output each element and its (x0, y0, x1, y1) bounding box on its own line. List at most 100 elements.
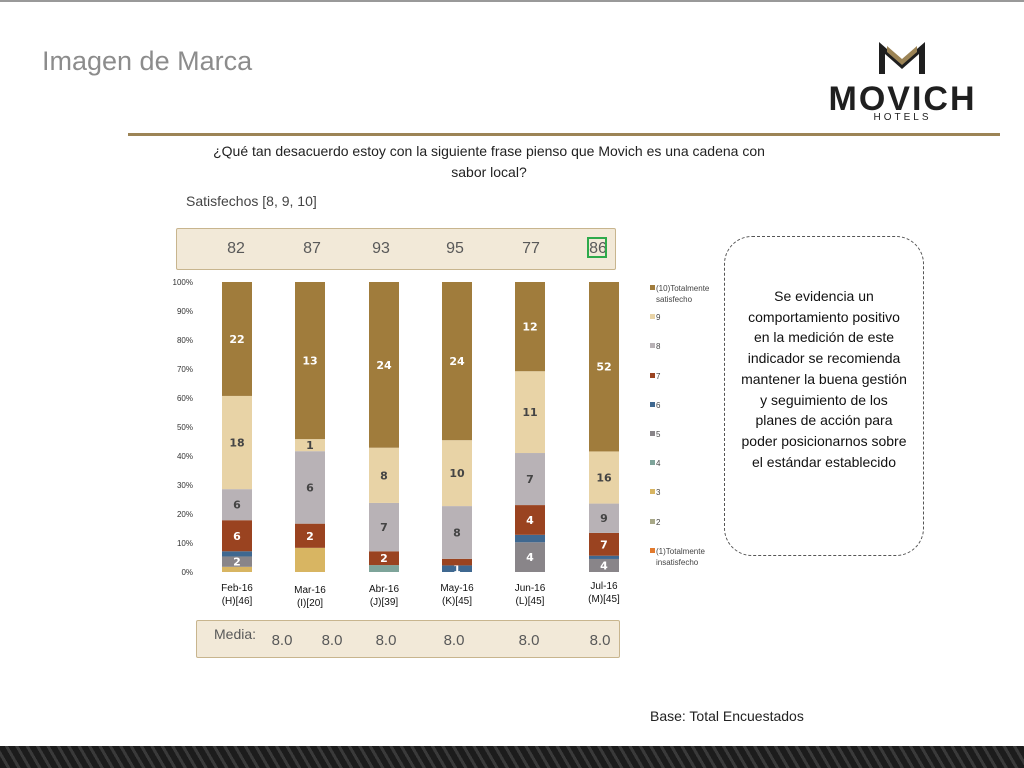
data-label: 4 (526, 551, 534, 564)
legend-label: 5 (656, 430, 661, 439)
satisfied-value: 77 (522, 240, 540, 257)
satisfied-label: Satisfechos [8, 9, 10] (186, 193, 317, 209)
bar-segment (369, 282, 399, 448)
media-value: 8.0 (321, 632, 343, 649)
bar-segment (589, 555, 619, 559)
y-tick-label: 40% (177, 452, 193, 461)
data-label: 7 (526, 473, 534, 486)
data-label: 24 (376, 359, 392, 372)
media-value: 8.0 (443, 632, 465, 649)
header-divider (128, 133, 1000, 136)
bar-segment (295, 439, 325, 452)
y-tick-label: 70% (177, 365, 193, 374)
top-border (0, 0, 1024, 2)
y-tick-label: 20% (177, 510, 193, 519)
legend-swatch (650, 314, 655, 320)
legend-swatch (650, 401, 655, 407)
satisfied-value: 87 (303, 240, 321, 257)
x-tick-line: (I)[20] (296, 598, 324, 609)
x-tick-line: Mar-16 (294, 585, 326, 596)
data-label: 9 (600, 512, 608, 525)
y-tick-label: 10% (177, 539, 193, 548)
data-label: 11 (522, 406, 537, 419)
y-tick-label: 100% (173, 278, 193, 287)
movich-logo: MOVICH HOTELS (815, 38, 990, 123)
bar-segment (442, 506, 472, 559)
data-label: 18 (229, 437, 244, 450)
legend-label: 7 (656, 371, 661, 381)
x-tick-label: Abr-16 (J)[39] (352, 583, 416, 609)
legend-label: 3 (656, 488, 661, 498)
data-label: 16 (596, 472, 612, 485)
satisfied-value: 95 (446, 240, 464, 257)
legend-swatch (650, 431, 655, 436)
satisfied-highlight-box (587, 237, 607, 258)
bar-segment (442, 440, 472, 507)
stacked-bar-chart: 0%10%20%30%40%50%60%70%80%90%100%0026618… (173, 278, 619, 577)
legend-label: 2 (656, 517, 661, 527)
bar-segment (222, 395, 252, 490)
data-label: 7 (600, 538, 608, 551)
x-tick-label: Feb-16 (H)[46] (205, 582, 269, 608)
bar-segment (442, 565, 472, 572)
data-label: 4 (526, 514, 534, 527)
bar-segment (222, 520, 252, 552)
survey-question: ¿Qué tan desacuerdo estoy con la siguien… (213, 143, 765, 180)
y-tick-label: 90% (177, 307, 193, 316)
y-tick-label: 0% (181, 568, 193, 577)
media-value: 8.0 (518, 632, 540, 649)
bar-segment (515, 453, 545, 506)
media-value: 8.0 (375, 632, 397, 649)
bar-segment (442, 282, 472, 441)
bar-segment (295, 282, 325, 440)
legend-swatch (650, 489, 655, 495)
bar-segment (515, 505, 545, 535)
legend-label: 6 (656, 400, 661, 410)
media-value: 8.0 (589, 632, 611, 649)
bar-segment (369, 565, 399, 572)
data-label: 22 (229, 333, 244, 346)
data-label: 24 (449, 355, 465, 368)
media-panel (196, 620, 620, 658)
x-tick-line: Jun-16 (514, 583, 546, 594)
x-tick-line: (J)[39] (369, 597, 399, 608)
data-label: 4 (600, 559, 608, 572)
y-tick-label: 60% (177, 394, 193, 403)
data-label: 2 (306, 530, 314, 543)
data-label: 12 (522, 321, 537, 334)
legend-swatch (650, 343, 655, 349)
data-label: 2 (233, 556, 241, 569)
x-tick-line: (M)[45] (588, 594, 620, 605)
decorative-footer-band (0, 746, 1024, 768)
bar-segment (295, 451, 325, 524)
bar-segment (222, 489, 252, 521)
logo-subtitle: HOTELS (873, 112, 932, 123)
y-tick-label: 50% (177, 423, 193, 432)
bar-segment (515, 542, 545, 572)
media-value: 8.0 (271, 632, 293, 649)
legend-swatch (650, 547, 655, 553)
bar-segment (369, 551, 399, 566)
bar-segment (589, 451, 619, 504)
legend-label: (10)Totalmente satisfecho (656, 284, 710, 304)
legend-swatch (650, 518, 655, 524)
insight-text: Se evidencia un comportamiento positivo … (741, 288, 907, 470)
x-tick-label: Jul-16 (M)[45] (572, 580, 636, 606)
movich-m-mark-icon (879, 42, 925, 74)
media-label: Media: (214, 626, 257, 642)
data-label: 10 (449, 467, 465, 480)
bar-segment (369, 447, 399, 503)
x-tick-line: May-16 (440, 583, 474, 594)
data-label: 1 (306, 439, 314, 452)
x-tick-label: Mar-16 (I)[20] (278, 584, 342, 610)
bar-segment (222, 551, 252, 557)
logo-name: MOVICH (828, 80, 977, 118)
bar-segment (295, 547, 325, 572)
data-label: 2 (380, 552, 388, 565)
legend-swatch (650, 460, 655, 466)
y-tick-label: 80% (177, 336, 193, 345)
data-label: 52 (596, 361, 611, 374)
x-tick-line: (L)[45] (515, 596, 545, 607)
satisfied-value: 86 (589, 240, 607, 257)
legend-swatch (650, 372, 655, 378)
